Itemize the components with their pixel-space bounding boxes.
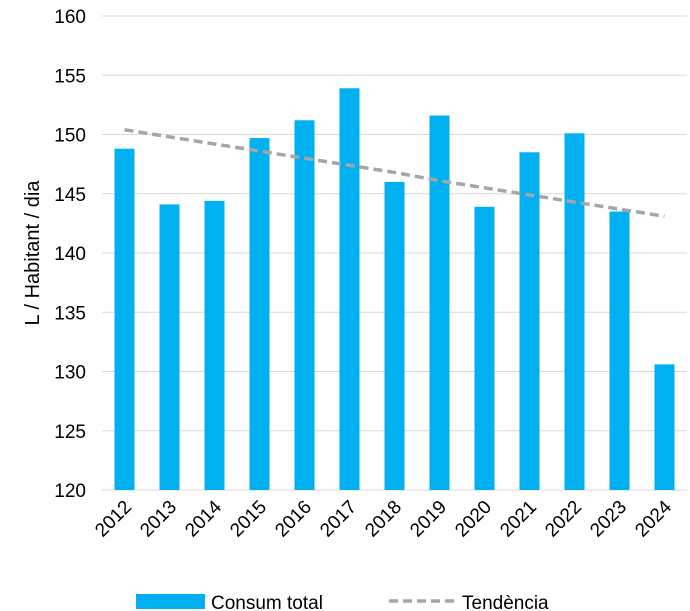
- bar-2018: [384, 181, 405, 490]
- x-axis-ticks: 2012 2013 2014 2015 2016 2017 2018 2019 2020 2021…: [91, 496, 676, 541]
- x-tick-label: 2014: [181, 496, 226, 541]
- y-tick-label: 150: [54, 126, 86, 147]
- y-tick-label: 140: [54, 244, 86, 265]
- bar-2012: [114, 148, 135, 490]
- bar-2014: [204, 200, 225, 491]
- y-tick-label: 160: [54, 7, 86, 28]
- y-axis-title: L / Habitant / dia: [22, 180, 44, 326]
- x-tick-label: 2021: [496, 497, 541, 542]
- x-tick-label: 2024: [631, 496, 676, 541]
- x-tick-label: 2017: [316, 497, 361, 542]
- y-tick-label: 130: [54, 363, 86, 384]
- bar-2024: [654, 364, 675, 490]
- bar-2013: [159, 204, 180, 491]
- bar-2020: [474, 206, 495, 490]
- x-tick-label: 2023: [586, 497, 631, 542]
- trendline: [124, 128, 665, 218]
- legend-label-bars: Consum total: [211, 593, 323, 611]
- x-tick-label: 2013: [136, 497, 181, 542]
- trendline-series: [124, 128, 665, 218]
- legend-swatch-bars: [136, 594, 205, 609]
- bar-2019: [429, 115, 450, 490]
- y-tick-label: 125: [54, 422, 86, 443]
- y-tick-label: 155: [54, 66, 86, 87]
- legend: Consum total Tendència: [136, 593, 549, 611]
- x-tick-label: 2020: [451, 497, 496, 542]
- x-tick-label: 2015: [226, 497, 271, 542]
- y-axis-ticks: 120 125 130 135 140 145 150 155 160: [54, 7, 86, 502]
- x-tick-label: 2016: [271, 497, 316, 542]
- x-tick-label: 2018: [361, 497, 406, 542]
- bar-series: [114, 88, 675, 491]
- x-tick-label: 2022: [541, 497, 586, 542]
- legend-label-trend: Tendència: [462, 593, 549, 611]
- x-tick-label: 2019: [406, 497, 451, 542]
- y-tick-label: 135: [54, 303, 86, 324]
- bar-2022: [564, 133, 585, 490]
- y-tick-label: 120: [54, 481, 86, 502]
- bar-2023: [609, 211, 630, 490]
- bar-2016: [294, 120, 315, 490]
- bar-2021: [519, 152, 540, 490]
- bar-2015: [249, 138, 270, 490]
- y-tick-label: 145: [54, 185, 86, 206]
- bar-2017: [339, 88, 360, 490]
- x-tick-label: 2012: [91, 497, 136, 542]
